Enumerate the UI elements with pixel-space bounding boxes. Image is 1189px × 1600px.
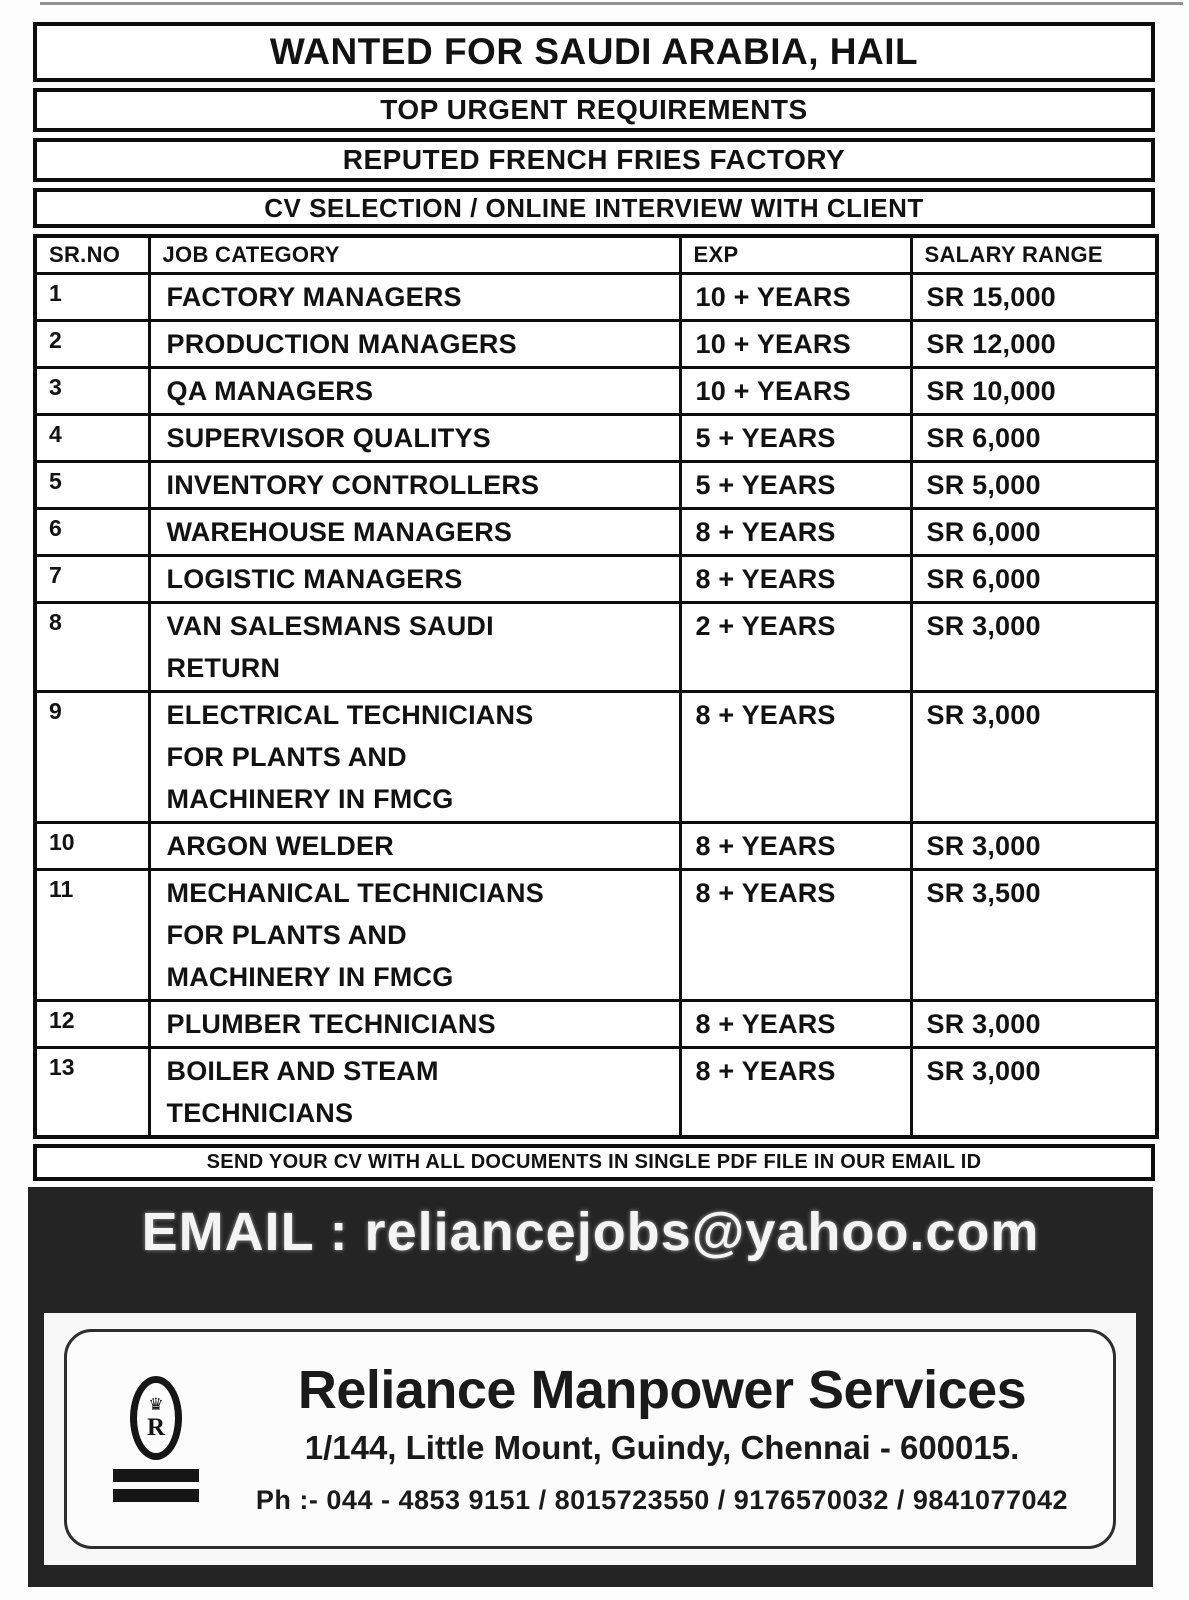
job-cell: WAREHOUSE MANAGERS	[147, 507, 682, 557]
contact-banner: EMAIL : reliancejobs@yahoo.com ♛ R Relia…	[28, 1187, 1153, 1587]
sr-cell: 1	[33, 272, 151, 322]
exp-cell: 5 + YEARS	[678, 460, 913, 510]
salary-cell: SR 3,000	[909, 601, 1159, 693]
job-cell: SUPERVISOR QUALITYS	[147, 413, 682, 463]
salary-cell: SR 10,000	[909, 366, 1159, 416]
sr-cell: 6	[33, 507, 151, 557]
salary-cell: SR 3,000	[909, 821, 1159, 871]
sr-cell: 8	[33, 601, 151, 693]
job-cell: PRODUCTION MANAGERS	[147, 319, 682, 369]
email-address-text: EMAIL : reliancejobs@yahoo.com	[141, 1202, 1040, 1262]
job-cell: LOGISTIC MANAGERS	[147, 554, 682, 604]
job-cell: BOILER AND STEAM TECHNICIANS	[147, 1046, 682, 1139]
salary-cell: SR 6,000	[909, 413, 1159, 463]
col-header-job: JOB CATEGORY	[147, 234, 682, 275]
salary-cell: SR 15,000	[909, 272, 1159, 322]
col-header-srno: SR.NO	[33, 234, 151, 275]
sr-cell: 13	[33, 1046, 151, 1139]
poster-subtitle-selection: CV SELECTION / ONLINE INTERVIEW WITH CLI…	[33, 188, 1155, 228]
scan-edge-line	[40, 2, 1183, 5]
company-logo: ♛ R	[81, 1376, 231, 1502]
job-cell: MECHANICAL TECHNICIANS FOR PLANTS AND MA…	[147, 868, 682, 1002]
table-row: 1 FACTORY MANAGERS 10 + YEARS SR 15,000	[33, 272, 1159, 322]
table-row: 10 ARGON WELDER 8 + YEARS SR 3,000	[33, 821, 1159, 871]
jobs-table: SR.NO JOB CATEGORY EXP SALARY RANGE 1 FA…	[33, 234, 1159, 1139]
table-row: 12 PLUMBER TECHNICIANS 8 + YEARS SR 3,00…	[33, 999, 1159, 1049]
sr-cell: 3	[33, 366, 151, 416]
sr-cell: 7	[33, 554, 151, 604]
cv-instruction-note: SEND YOUR CV WITH ALL DOCUMENTS IN SINGL…	[33, 1144, 1155, 1181]
job-cell: INVENTORY CONTROLLERS	[147, 460, 682, 510]
salary-cell: SR 5,000	[909, 460, 1159, 510]
company-name: Reliance Manpower Services	[297, 1360, 1027, 1421]
exp-cell: 8 + YEARS	[678, 999, 913, 1049]
sr-cell: 10	[33, 821, 151, 871]
table-header-row: SR.NO JOB CATEGORY EXP SALARY RANGE	[33, 234, 1159, 275]
job-cell: ELECTRICAL TECHNICIANS FOR PLANTS AND MA…	[147, 690, 682, 824]
table-row: 7 LOGISTIC MANAGERS 8 + YEARS SR 6,000	[33, 554, 1159, 604]
table-row: 9 ELECTRICAL TECHNICIANS FOR PLANTS AND …	[33, 690, 1159, 824]
advert-document: WANTED FOR SAUDI ARABIA, HAIL TOP URGENT…	[28, 22, 1159, 1587]
sr-cell: 9	[33, 690, 151, 824]
company-card-background: ♛ R Reliance Manpower Services 1/144, Li…	[44, 1313, 1136, 1565]
poster-subtitle-urgent: TOP URGENT REQUIREMENTS	[33, 88, 1155, 132]
table-row: 13 BOILER AND STEAM TECHNICIANS 8 + YEAR…	[33, 1046, 1159, 1139]
exp-cell: 10 + YEARS	[678, 366, 913, 416]
sr-cell: 2	[33, 319, 151, 369]
col-header-salary: SALARY RANGE	[909, 234, 1159, 275]
company-info: Reliance Manpower Services 1/144, Little…	[231, 1362, 1113, 1516]
company-phone: Ph :- 044 - 4853 9151 / 8015723550 / 917…	[255, 1484, 1069, 1515]
sr-cell: 5	[33, 460, 151, 510]
exp-cell: 8 + YEARS	[678, 554, 913, 604]
exp-cell: 5 + YEARS	[678, 413, 913, 463]
crown-icon: ♛	[148, 1394, 164, 1415]
logo-underline-bar	[113, 1469, 199, 1482]
salary-cell: SR 3,000	[909, 1046, 1159, 1139]
exp-cell: 8 + YEARS	[678, 690, 913, 824]
table-row: 4 SUPERVISOR QUALITYS 5 + YEARS SR 6,000	[33, 413, 1159, 463]
col-header-exp: EXP	[678, 234, 913, 275]
logo-underline-bar	[113, 1489, 199, 1502]
poster-subtitle-factory: REPUTED FRENCH FRIES FACTORY	[33, 138, 1155, 182]
salary-cell: SR 3,000	[909, 999, 1159, 1049]
salary-cell: SR 12,000	[909, 319, 1159, 369]
salary-cell: SR 6,000	[909, 507, 1159, 557]
company-address: 1/144, Little Mount, Guindy, Chennai - 6…	[304, 1428, 1020, 1466]
job-cell: QA MANAGERS	[147, 366, 682, 416]
sr-cell: 11	[33, 868, 151, 1002]
table-row: 2 PRODUCTION MANAGERS 10 + YEARS SR 12,0…	[33, 319, 1159, 369]
salary-cell: SR 3,500	[909, 868, 1159, 1002]
salary-cell: SR 6,000	[909, 554, 1159, 604]
exp-cell: 8 + YEARS	[678, 507, 913, 557]
logo-letter: R	[146, 1413, 166, 1441]
sr-cell: 12	[33, 999, 151, 1049]
sr-cell: 4	[33, 413, 151, 463]
exp-cell: 8 + YEARS	[678, 1046, 913, 1139]
table-row: 5 INVENTORY CONTROLLERS 5 + YEARS SR 5,0…	[33, 460, 1159, 510]
salary-cell: SR 3,000	[909, 690, 1159, 824]
exp-cell: 8 + YEARS	[678, 821, 913, 871]
exp-cell: 10 + YEARS	[678, 319, 913, 369]
company-card: ♛ R Reliance Manpower Services 1/144, Li…	[64, 1329, 1116, 1549]
poster-title: WANTED FOR SAUDI ARABIA, HAIL	[33, 22, 1155, 82]
job-cell: VAN SALESMANS SAUDI RETURN	[147, 601, 682, 693]
logo-badge: ♛ R	[130, 1376, 182, 1460]
exp-cell: 8 + YEARS	[678, 868, 913, 1002]
table-row: 6 WAREHOUSE MANAGERS 8 + YEARS SR 6,000	[33, 507, 1159, 557]
table-row: 3 QA MANAGERS 10 + YEARS SR 10,000	[33, 366, 1159, 416]
exp-cell: 2 + YEARS	[678, 601, 913, 693]
job-cell: FACTORY MANAGERS	[147, 272, 682, 322]
table-row: 11 MECHANICAL TECHNICIANS FOR PLANTS AND…	[33, 868, 1159, 1002]
job-cell: PLUMBER TECHNICIANS	[147, 999, 682, 1049]
table-row: 8 VAN SALESMANS SAUDI RETURN 2 + YEARS S…	[33, 601, 1159, 693]
exp-cell: 10 + YEARS	[678, 272, 913, 322]
job-cell: ARGON WELDER	[147, 821, 682, 871]
